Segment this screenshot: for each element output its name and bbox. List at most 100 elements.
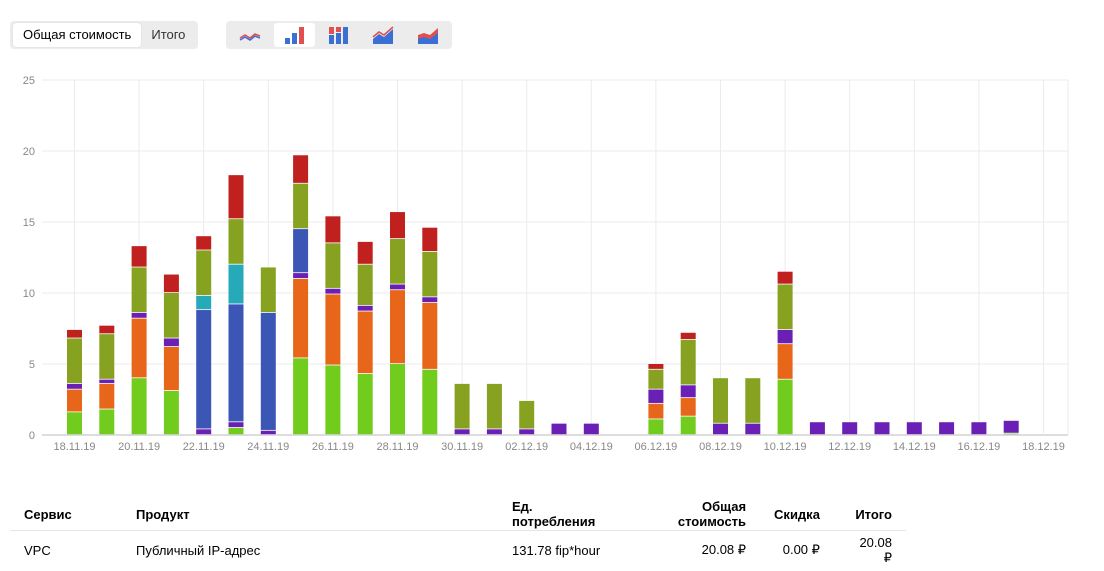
tab-total-cost[interactable]: Общая стоимость — [13, 23, 142, 47]
x-tick-label: 10.12.19 — [764, 441, 807, 453]
cost-chart: 0 5 10 15 20 25 18.11.19 20.11.19 22.11.19 24.11.… — [23, 75, 1069, 453]
bar-segment — [131, 312, 147, 318]
bar-segment — [67, 389, 82, 412]
bar-segment — [486, 383, 502, 429]
bar-segment — [648, 369, 664, 389]
bar-segment — [99, 334, 115, 379]
bar-segment — [454, 429, 470, 435]
bar-segment — [939, 422, 955, 435]
cell-total-cost: 20.08 ₽ — [618, 530, 761, 569]
x-tick-label: 24.11.19 — [247, 441, 289, 453]
cell-final: 20.08 ₽ — [833, 530, 906, 569]
bar-segment — [228, 219, 244, 264]
bar-segment — [163, 274, 179, 293]
bar-segment — [390, 239, 405, 284]
bar-segment — [971, 422, 987, 435]
bar-segment — [777, 329, 793, 344]
bar-segment — [163, 293, 179, 338]
bar-segment — [293, 155, 309, 183]
bar-segment — [809, 422, 825, 435]
bar-segment — [745, 423, 761, 435]
cell-units: 131.78 fip*hour — [498, 530, 619, 569]
y-tick-label: 25 — [23, 75, 35, 87]
y-tick-label: 10 — [23, 288, 35, 300]
bar-segment — [131, 246, 147, 267]
y-tick-label: 15 — [23, 217, 35, 229]
stacked-area-chart-button[interactable] — [408, 23, 448, 47]
x-tick-label: 18.12.19 — [1022, 441, 1065, 453]
tab-final-total[interactable]: Итого — [151, 27, 186, 42]
bar-segment — [163, 346, 179, 391]
bar-segment — [519, 429, 535, 435]
bar-segment — [228, 264, 244, 304]
chart-type-switcher — [226, 21, 452, 49]
bar-chart-icon — [284, 27, 304, 44]
bar-segment — [293, 273, 309, 278]
bar-segment — [390, 284, 405, 290]
bar-segment — [196, 236, 212, 250]
stacked-area-chart-icon — [417, 28, 438, 44]
bar-segment — [228, 175, 244, 219]
bar-segment — [357, 373, 373, 435]
bar-segment — [486, 429, 502, 435]
bar-segment — [842, 422, 858, 435]
line-chart-button[interactable] — [230, 23, 270, 47]
x-tick-label: 26.11.19 — [312, 441, 354, 453]
x-tick-label: 06.12.19 — [634, 441, 677, 453]
bar-chart-button[interactable] — [274, 23, 315, 47]
x-tick-label: 04.12.19 — [570, 441, 613, 453]
cell-discount: 0.00 ₽ — [760, 530, 834, 569]
bar-segment — [67, 329, 82, 338]
line-chart-icon — [239, 33, 261, 41]
x-tick-label: 14.12.19 — [893, 441, 936, 453]
area-chart-icon — [372, 26, 394, 44]
bar-segment — [357, 241, 373, 264]
bar-segment — [648, 419, 664, 435]
y-tick-label: 20 — [23, 146, 35, 158]
bar-segment — [648, 364, 664, 369]
bar-segment — [454, 383, 470, 429]
x-tick-label: 28.11.19 — [376, 441, 418, 453]
bar-segment — [293, 183, 309, 229]
bar-segment — [325, 288, 341, 294]
x-tick-label: 12.12.19 — [828, 441, 871, 453]
bar-segment — [777, 344, 793, 379]
bar-segment — [680, 339, 696, 385]
bar-segment — [325, 294, 341, 365]
bar-segment — [680, 385, 696, 398]
bar-segment — [551, 423, 567, 435]
bar-segment — [422, 227, 438, 252]
bar-segment — [357, 305, 373, 311]
header-service: Сервис — [24, 506, 72, 522]
header-units: Ед. потребления — [512, 499, 596, 529]
bar-segment — [422, 369, 438, 435]
y-tick-label: 0 — [29, 430, 35, 442]
x-tick-label: 16.12.19 — [957, 441, 1000, 453]
area-chart-button[interactable] — [363, 23, 403, 47]
bar-segment — [293, 229, 309, 273]
cost-mode-toggle: Общая стоимость Итого — [10, 21, 199, 49]
table-header-row: Сервис Продукт Ед. потребления Общая сто… — [10, 498, 906, 531]
header-discount: Скидка — [774, 506, 820, 522]
bar-segment — [99, 409, 115, 435]
bar-segment — [260, 312, 276, 430]
bar-segment — [680, 416, 696, 435]
bar-segment — [906, 422, 922, 435]
bar-segment — [422, 251, 438, 297]
bar-segment — [519, 400, 535, 429]
bar-segment — [648, 389, 664, 403]
bar-segment — [422, 297, 438, 303]
x-tick-label: 22.11.19 — [183, 441, 225, 453]
header-final: Итого — [855, 506, 892, 522]
stacked-bar-chart-icon — [329, 27, 349, 44]
cost-table: Сервис Продукт Ед. потребления Общая сто… — [10, 498, 906, 569]
x-tick-label: 18.11.19 — [53, 441, 95, 453]
stacked-bar-chart-button[interactable] — [319, 23, 359, 47]
bar-segment — [357, 311, 373, 374]
bar-segment — [777, 271, 793, 284]
bar-segment — [67, 383, 82, 389]
bar-segment — [99, 383, 115, 409]
bar-segment — [260, 267, 276, 313]
bar-segment — [131, 267, 147, 313]
cell-product: Публичный IP-адрес — [122, 530, 498, 569]
